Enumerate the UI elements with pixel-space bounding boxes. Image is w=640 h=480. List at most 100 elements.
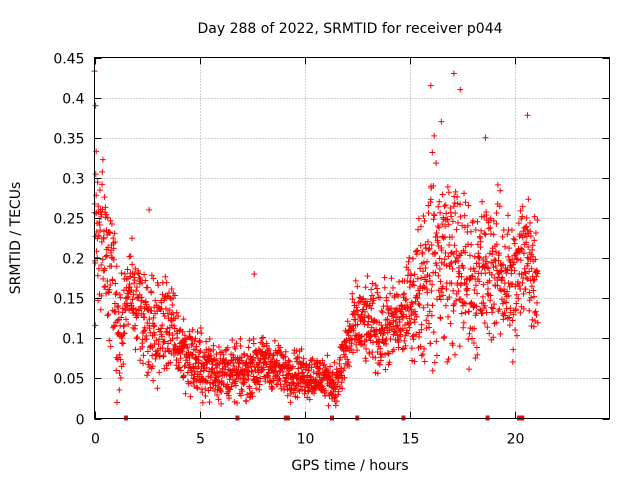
data-point [352, 316, 359, 323]
data-point [524, 276, 531, 283]
data-point [530, 323, 537, 330]
data-point [300, 373, 307, 380]
data-point [519, 213, 526, 220]
data-point [103, 252, 110, 259]
data-point [242, 360, 249, 367]
data-point [142, 327, 149, 334]
data-point [513, 255, 520, 262]
data-point [203, 379, 210, 386]
data-point [497, 261, 504, 268]
data-point [169, 302, 176, 309]
data-point [131, 277, 138, 284]
data-point [411, 319, 418, 326]
data-point [149, 344, 156, 351]
data-point [177, 367, 184, 374]
data-point [369, 349, 376, 356]
data-point [527, 233, 534, 240]
data-point [97, 306, 104, 313]
data-point [414, 295, 421, 302]
data-point [485, 265, 492, 272]
data-point [422, 264, 429, 271]
data-point [99, 256, 106, 263]
data-point [483, 258, 490, 265]
data-point [420, 259, 427, 266]
data-point [439, 191, 446, 198]
data-point [533, 273, 540, 280]
data-point [473, 344, 480, 351]
data-point [105, 311, 112, 318]
data-point [368, 292, 375, 299]
data-point [408, 272, 415, 279]
data-point [230, 360, 237, 367]
data-point [451, 200, 458, 207]
data-point [360, 317, 367, 324]
data-point [432, 269, 439, 276]
data-point [462, 199, 469, 206]
y-tick-label: 0.25 [53, 212, 84, 228]
data-point [172, 292, 179, 299]
data-point [210, 342, 217, 349]
data-point [194, 385, 201, 392]
data-point [478, 227, 485, 234]
data-point [148, 272, 155, 279]
data-point [498, 262, 505, 269]
data-point [426, 245, 433, 252]
data-point [359, 296, 366, 303]
data-point [253, 374, 260, 381]
data-point [110, 256, 117, 263]
data-point [446, 294, 453, 301]
data-point [174, 330, 181, 337]
data-point [460, 319, 467, 326]
data-point [433, 338, 440, 345]
data-point [176, 327, 183, 334]
data-point [171, 341, 178, 348]
data-point [339, 385, 346, 392]
data-point [529, 246, 536, 253]
data-point [476, 255, 483, 262]
data-point [437, 209, 444, 216]
data-point [424, 289, 431, 296]
data-point [408, 345, 415, 352]
data-point [473, 282, 480, 289]
data-point [144, 284, 151, 291]
data-point [189, 326, 196, 333]
data-point [257, 375, 264, 382]
data-point [372, 354, 379, 361]
data-point [470, 340, 477, 347]
data-point [120, 360, 127, 367]
data-point [286, 358, 293, 365]
data-point [384, 349, 391, 356]
data-point [275, 377, 282, 384]
data-point [486, 330, 493, 337]
data-point [180, 316, 187, 323]
data-point [340, 367, 347, 374]
data-point [506, 322, 513, 329]
data-point [445, 356, 452, 363]
x-tick-label: 5 [196, 432, 205, 448]
data-point [487, 215, 494, 222]
data-point [520, 250, 527, 257]
data-point [260, 343, 267, 350]
data-point [433, 262, 440, 269]
data-point [110, 235, 117, 242]
data-point [499, 233, 506, 240]
data-point [197, 325, 204, 332]
data-point [472, 226, 479, 233]
data-point [395, 337, 402, 344]
data-point [418, 326, 425, 333]
data-point [197, 368, 204, 375]
data-point [411, 271, 418, 278]
data-point [150, 275, 157, 282]
y-tick-label: 0.05 [53, 372, 84, 388]
y-tick-label: 0.4 [62, 92, 84, 108]
data-point [442, 249, 449, 256]
data-point [485, 225, 492, 232]
data-point [104, 312, 111, 319]
data-point [137, 303, 144, 310]
data-point [213, 357, 220, 364]
data-point [413, 248, 420, 255]
data-point [445, 189, 452, 196]
data-point [502, 243, 509, 250]
data-point [429, 149, 436, 156]
data-point [443, 210, 450, 217]
